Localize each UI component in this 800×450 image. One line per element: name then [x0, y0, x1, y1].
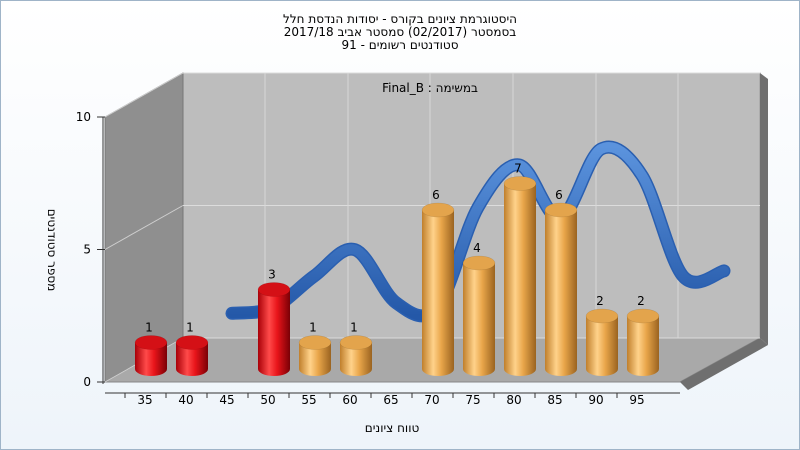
x-tick-label: 55 — [301, 393, 316, 407]
bar-value-label: 6 — [432, 188, 440, 202]
x-tick-label: 45 — [219, 393, 234, 407]
bar-value-label: 3 — [268, 268, 276, 282]
bar: 7 — [503, 162, 537, 376]
chart-title-line-3: סטודנטים רשומים - 91 — [341, 38, 459, 52]
x-tick-label: 70 — [424, 393, 439, 407]
wall-shadow — [760, 73, 768, 345]
bar: 3 — [257, 268, 291, 376]
bar-body — [545, 210, 577, 376]
bar: 2 — [585, 294, 619, 376]
bar-body — [340, 342, 372, 376]
bar-top — [134, 335, 168, 350]
bar: 1 — [298, 321, 332, 376]
chart-title-line-1: היסטוגרמת ציונים בקורס - יסודות הנדסת חל… — [283, 12, 517, 26]
x-tick-label: 50 — [260, 393, 275, 407]
x-tick-label: 35 — [137, 393, 152, 407]
grid-line-side — [104, 205, 184, 250]
floor-shadow — [680, 338, 768, 390]
bar-top — [585, 308, 619, 324]
bar: 4 — [462, 241, 496, 376]
x-tick-label: 65 — [383, 393, 398, 407]
bar-value-label: 6 — [555, 188, 563, 202]
bar-body — [176, 342, 208, 376]
bar-body — [586, 316, 618, 376]
bar-value-label: 7 — [514, 162, 522, 176]
bar-value-label: 1 — [309, 321, 317, 335]
axes: 0 5 10 35 40 45 50 55 60 65 70 75 80 85 90 95 — [76, 110, 680, 407]
bar-top — [462, 255, 496, 271]
bar-top — [339, 335, 373, 350]
bar-body — [299, 342, 331, 376]
x-tick-label: 40 — [178, 393, 193, 407]
bar-body — [627, 316, 659, 376]
y-axis-title: מספר סטודנטים — [45, 209, 59, 292]
x-tick-label: 90 — [588, 393, 603, 407]
bar-value-label: 2 — [637, 294, 645, 308]
bar-value-label: 1 — [145, 321, 153, 335]
curve-ribbon — [227, 142, 729, 321]
y-tick-label: 10 — [76, 110, 91, 124]
bar-top — [544, 202, 578, 218]
chart-subtitle: במשימה : Final_B — [382, 81, 478, 95]
x-axis-title: טווח ציונים — [365, 421, 420, 435]
bars: 1 1 3 1 1 6 4 7 6 2 2 — [134, 162, 660, 376]
bar-top — [175, 335, 209, 350]
bar: 1 — [175, 321, 209, 376]
x-tick-label: 80 — [506, 393, 521, 407]
bar-body — [258, 289, 290, 376]
bar-value-label: 1 — [350, 321, 358, 335]
bar: 2 — [626, 294, 660, 376]
y-tick-label: 5 — [83, 243, 91, 257]
bar: 6 — [544, 188, 578, 376]
x-tick-label: 75 — [465, 393, 480, 407]
axis-labels: במשימה : Final_B טווח ציונים מספר סטודנטים — [45, 81, 478, 435]
bar-top — [626, 308, 660, 324]
x-tick-label: 85 — [547, 393, 562, 407]
bar-top — [503, 176, 537, 191]
bar-value-label: 2 — [596, 294, 604, 308]
distribution-curve — [225, 140, 731, 323]
bar-body — [504, 183, 536, 376]
bar-value-label: 1 — [186, 321, 194, 335]
bar-body — [463, 263, 495, 376]
bar: 1 — [339, 321, 373, 376]
bar-body — [135, 342, 167, 376]
chart-title-line-2: בסמסטר (02/2017) סמסטר אביב 2017/18 — [283, 25, 517, 39]
bar-top — [421, 202, 455, 218]
grid-line-side — [104, 72, 184, 118]
bar: 6 — [421, 188, 455, 376]
x-tick-label: 60 — [342, 393, 357, 407]
bar-top — [298, 335, 332, 350]
bar-value-label: 4 — [473, 241, 481, 255]
bar: 1 — [134, 321, 168, 376]
y-tick-label: 0 — [83, 375, 91, 389]
bar-body — [422, 210, 454, 376]
bar-top — [257, 282, 291, 297]
x-tick-label: 95 — [629, 393, 644, 407]
